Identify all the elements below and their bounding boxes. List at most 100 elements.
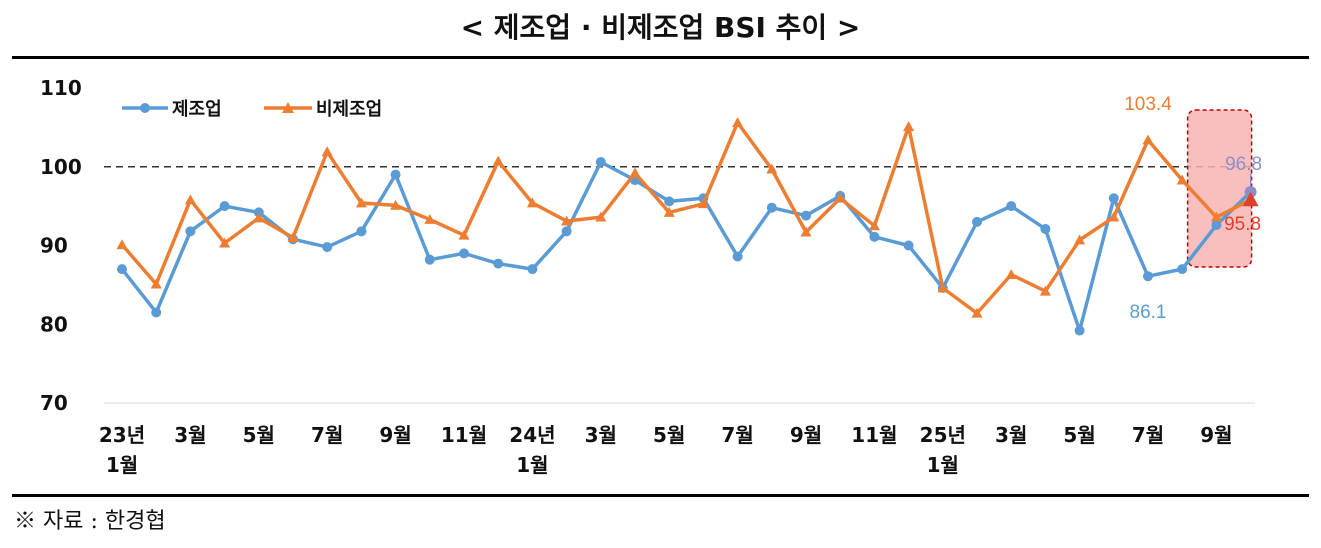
bsi-line-chart: 70 80 90 100 110 23년 1월 3월 5월 7월 9월 11월 24년 1월 3월 5월 7월 9… bbox=[40, 76, 1262, 477]
x-tick-label: 24년 bbox=[509, 423, 555, 447]
manufacturing-point bbox=[185, 226, 196, 237]
manufacturing-point bbox=[766, 202, 777, 213]
non-manufacturing-point bbox=[629, 167, 641, 178]
page-title: < 제조업 · 비제조업 BSI 추이 > bbox=[460, 11, 861, 44]
highlight-box bbox=[1186, 109, 1253, 268]
non-manufacturing-point bbox=[868, 220, 880, 231]
non-manufacturing-point bbox=[561, 215, 573, 226]
non-manufacturing-point bbox=[1210, 211, 1222, 222]
non-manufacturing-line bbox=[120, 120, 1252, 315]
non-manufacturing-point bbox=[800, 226, 812, 237]
manufacturing-point bbox=[493, 258, 504, 269]
manufacturing-point bbox=[1040, 223, 1051, 234]
y-tick-label: 90 bbox=[40, 234, 68, 258]
manufacturing-point bbox=[1211, 220, 1222, 231]
non-manufacturing-point bbox=[150, 278, 162, 289]
source-note: ※ 자료 : 한경협 bbox=[14, 509, 166, 534]
non-manufacturing-point bbox=[1005, 269, 1017, 280]
manufacturing-point bbox=[801, 210, 811, 221]
x-tick-label: 11월 bbox=[441, 423, 487, 447]
data-label: 86.1 bbox=[1130, 302, 1167, 323]
x-tick-label: 9월 bbox=[379, 423, 411, 447]
data-label: 103.4 bbox=[1124, 94, 1172, 115]
manufacturing-point bbox=[1108, 193, 1119, 204]
non-manufacturing-point bbox=[321, 146, 333, 157]
non-manufacturing-point bbox=[184, 194, 196, 205]
y-tick-label: 80 bbox=[40, 312, 68, 336]
legend-marker-triangle bbox=[282, 102, 294, 113]
x-tick-label: 9월 bbox=[1200, 423, 1232, 447]
non-manufacturing-point bbox=[1039, 285, 1051, 296]
x-tick-label: 5월 bbox=[243, 423, 275, 447]
non-manufacturing-point bbox=[903, 121, 915, 131]
data-label: 96.8 bbox=[1225, 154, 1262, 175]
non-manufacturing-point bbox=[971, 307, 983, 318]
non-manufacturing-point bbox=[526, 197, 538, 208]
manufacturing-point bbox=[459, 248, 469, 259]
non-manufacturing-point bbox=[390, 199, 402, 210]
manufacturing-point bbox=[903, 240, 914, 251]
manufacturing-point bbox=[561, 226, 572, 237]
manufacturing-point bbox=[356, 226, 367, 237]
non-manufacturing-point bbox=[424, 214, 436, 224]
non-manufacturing-point bbox=[732, 117, 744, 128]
non-manufacturing-point bbox=[663, 206, 675, 217]
non-manufacturing-point bbox=[595, 211, 607, 222]
bottom-rule bbox=[12, 494, 1309, 497]
manufacturing-point bbox=[424, 254, 435, 265]
non-manufacturing-point bbox=[1142, 134, 1154, 145]
x-tick-label: 9월 bbox=[790, 423, 822, 447]
manufacturing-point bbox=[1143, 271, 1153, 282]
manufacturing-point bbox=[595, 157, 606, 168]
x-tick-label: 3월 bbox=[585, 423, 617, 447]
legend-marker-circle bbox=[140, 103, 150, 113]
non-manufacturing-point bbox=[492, 155, 504, 166]
non-manufacturing-point bbox=[937, 282, 949, 293]
manufacturing-point bbox=[390, 169, 401, 180]
y-tick-label: 110 bbox=[40, 76, 82, 100]
non-manufacturing-point bbox=[1176, 174, 1188, 185]
legend-label-manufacturing: 제조업 bbox=[172, 99, 222, 120]
manufacturing-point bbox=[1074, 325, 1085, 336]
manufacturing-point bbox=[732, 251, 743, 262]
manufacturing-point bbox=[117, 264, 127, 275]
x-tick-label: 1월 bbox=[516, 453, 548, 477]
manufacturing-point bbox=[1177, 264, 1188, 275]
manufacturing-point bbox=[527, 264, 538, 275]
x-tick-label: 23년 bbox=[99, 423, 145, 447]
non-manufacturing-point bbox=[1242, 191, 1259, 207]
manufacturing-point bbox=[253, 207, 264, 218]
x-tick-label: 1월 bbox=[927, 453, 959, 477]
x-tick-label: 7월 bbox=[721, 423, 753, 447]
manufacturing-point bbox=[219, 201, 230, 212]
x-tick-label: 25년 bbox=[920, 423, 966, 447]
manufacturing-point bbox=[972, 216, 982, 227]
x-tick-label: 5월 bbox=[653, 423, 685, 447]
non-manufacturing-point bbox=[287, 232, 299, 243]
x-tick-label: 5월 bbox=[1063, 423, 1095, 447]
legend: 제조업 비제조업 bbox=[122, 99, 382, 120]
x-tick-label: 7월 bbox=[311, 423, 343, 447]
top-rule bbox=[12, 56, 1309, 59]
y-tick-label: 100 bbox=[40, 155, 82, 179]
non-manufacturing-point bbox=[355, 197, 367, 208]
non-manufacturing-point bbox=[219, 237, 231, 248]
manufacturing-point bbox=[664, 196, 675, 207]
non-manufacturing-point bbox=[834, 192, 846, 203]
non-manufacturing-point bbox=[1074, 234, 1086, 245]
non-manufacturing-point bbox=[697, 198, 709, 209]
manufacturing-line bbox=[120, 160, 1252, 333]
x-tick-label: 3월 bbox=[995, 423, 1027, 447]
manufacturing-point bbox=[1006, 201, 1017, 212]
non-manufacturing-point bbox=[1108, 211, 1120, 222]
y-tick-label: 70 bbox=[40, 391, 68, 415]
non-manufacturing-point bbox=[116, 239, 128, 250]
x-tick-label: 11월 bbox=[851, 423, 897, 447]
x-tick-label: 1월 bbox=[106, 453, 138, 477]
x-tick-label: 7월 bbox=[1132, 423, 1164, 447]
non-manufacturing-point bbox=[766, 163, 778, 174]
non-manufacturing-point bbox=[458, 229, 470, 240]
manufacturing-point bbox=[322, 242, 333, 253]
legend-label-non-manufacturing: 비제조업 bbox=[316, 99, 382, 120]
manufacturing-point bbox=[151, 307, 162, 318]
